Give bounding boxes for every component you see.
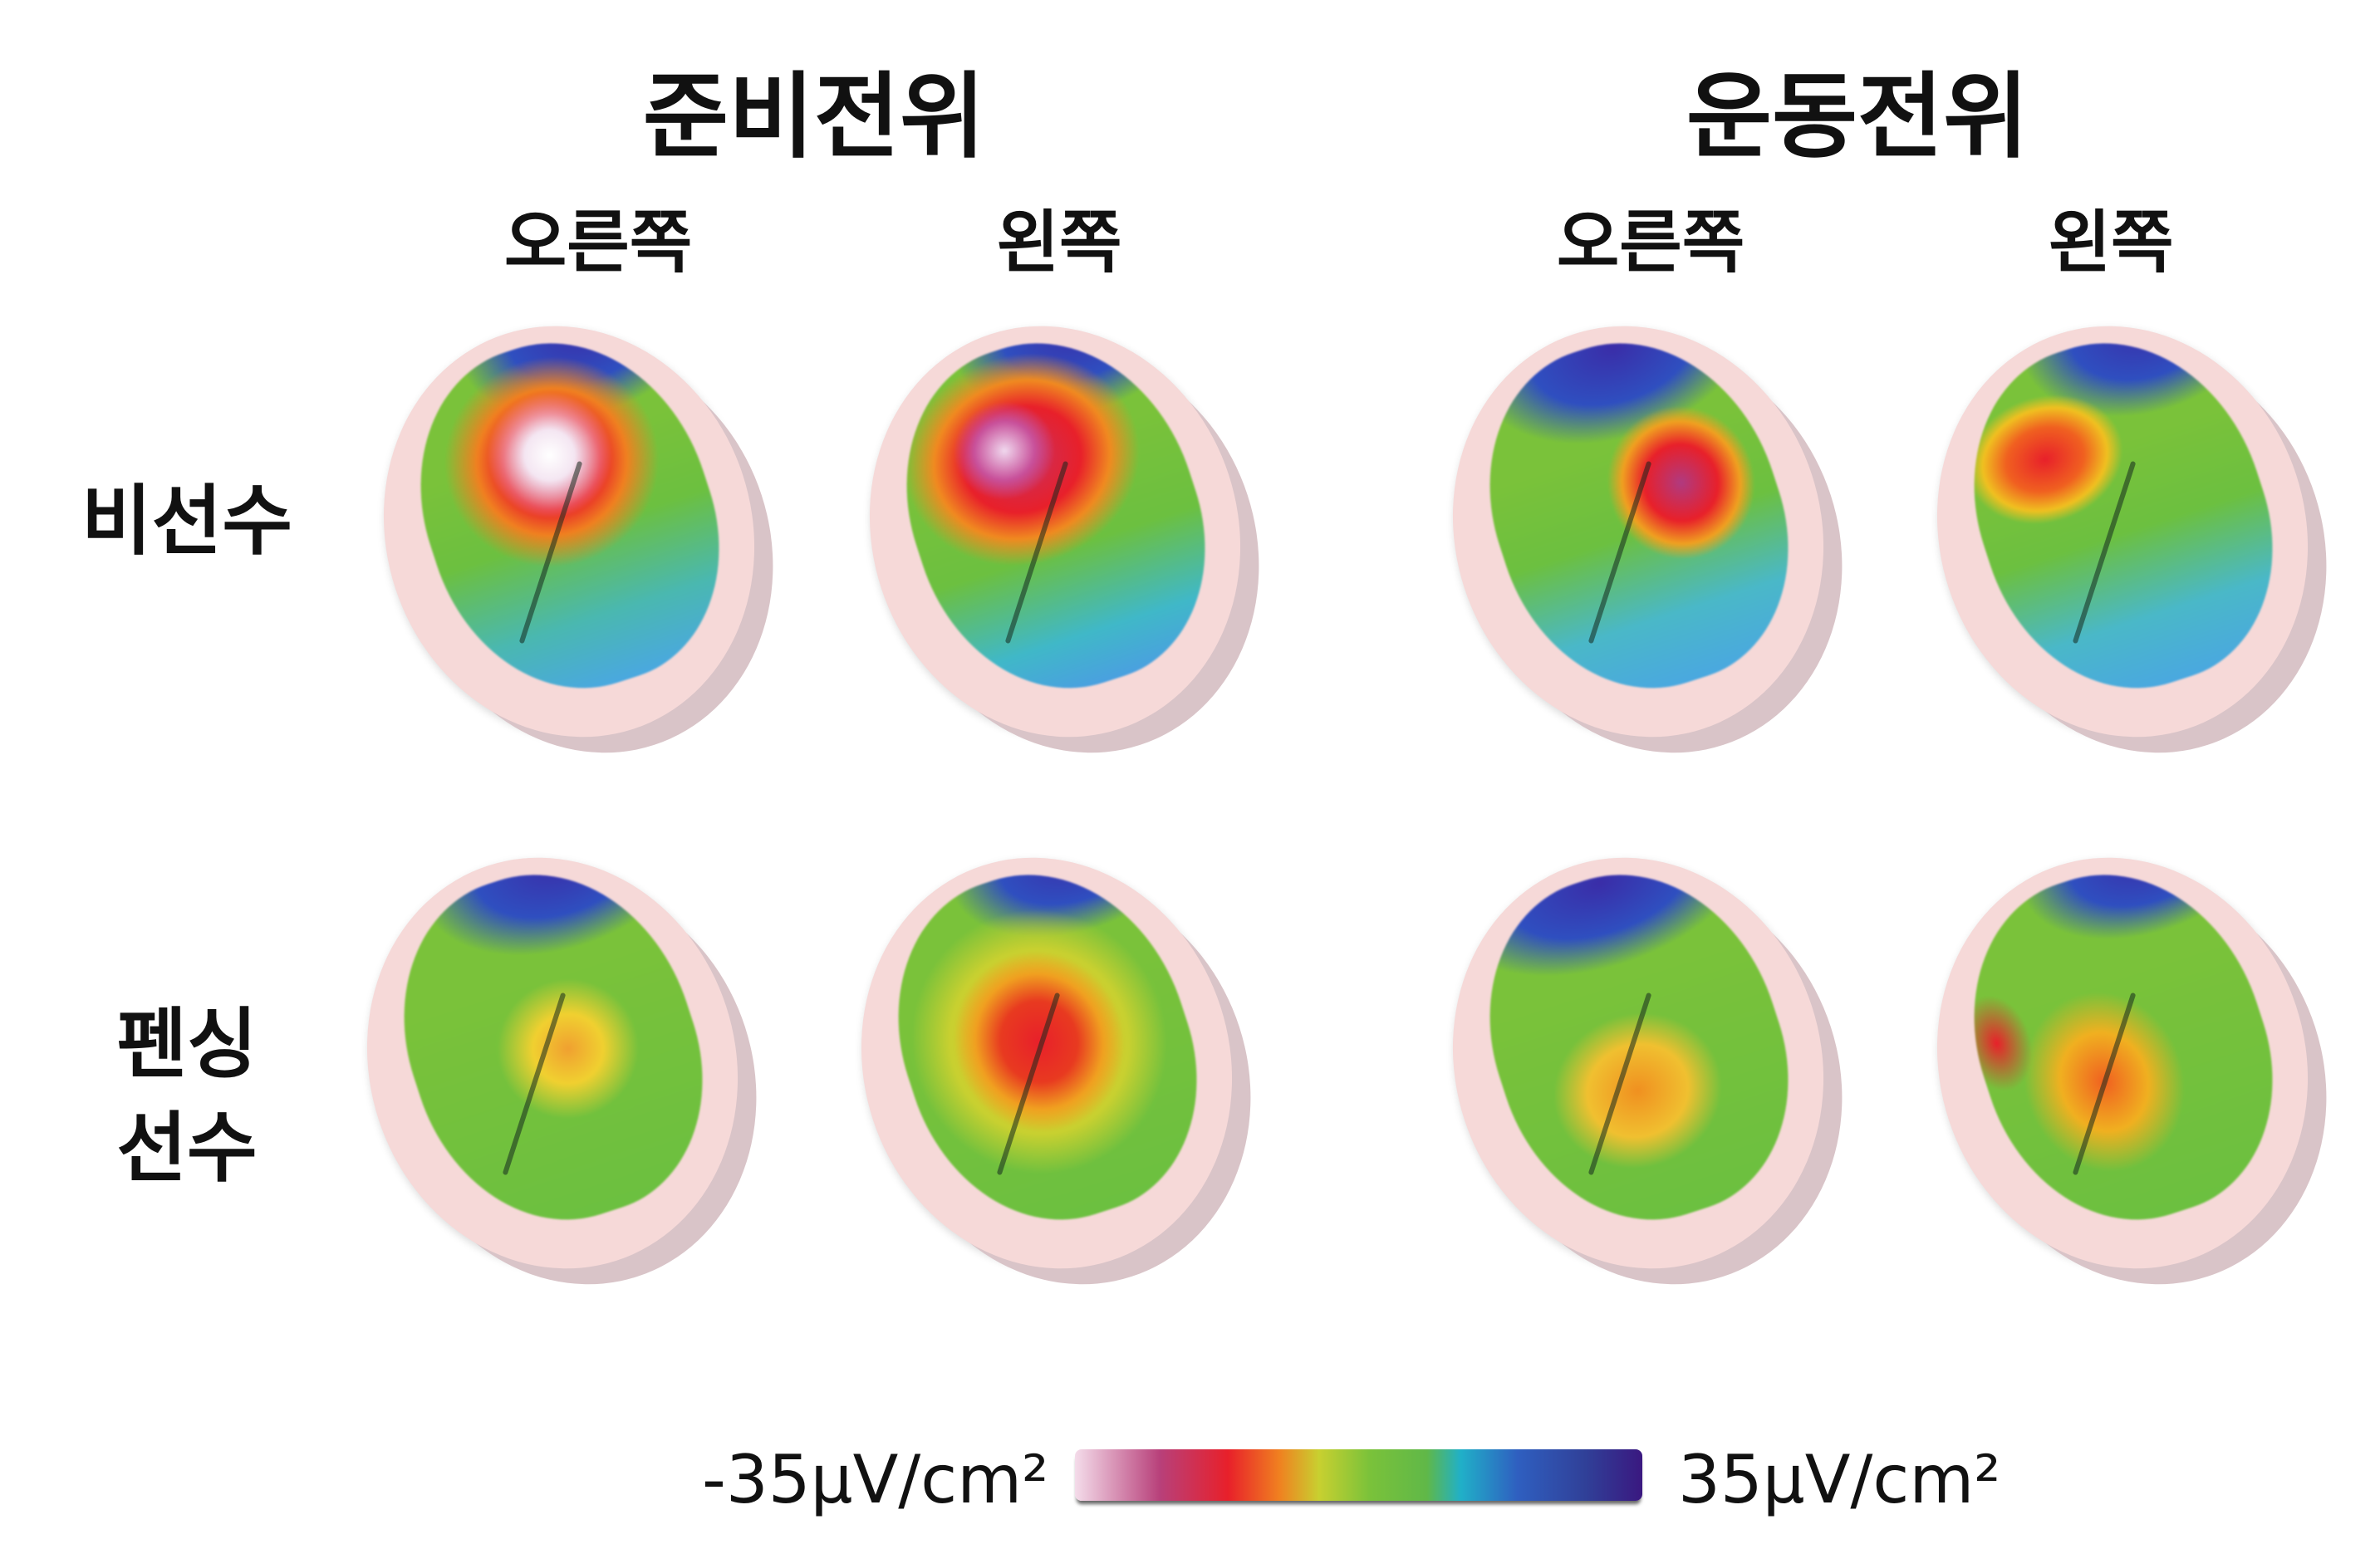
col-label-right-1: 오른쪽 <box>503 203 693 282</box>
colorbar-max-label: 35μV/cm² <box>1678 1441 2001 1518</box>
brain-map-nonathlete-motor-right <box>1400 277 1877 786</box>
title-motor-potential: 운동전위 <box>1686 63 2029 171</box>
brain-map-fencer-readiness-right <box>314 809 791 1317</box>
row-label-fencer: 펜싱 선수 <box>116 993 257 1200</box>
colorbar <box>1075 1449 1642 1501</box>
row-label-line1: 펜싱 <box>116 1000 258 1089</box>
brain-map-nonathlete-readiness-right <box>331 277 807 786</box>
brain-map-nonathlete-readiness-left <box>817 277 1293 786</box>
row-label-text: 비선수 <box>81 477 292 566</box>
col-label-right-2: 오른쪽 <box>1556 203 1745 282</box>
brain-map-nonathlete-motor-left <box>1884 277 2361 786</box>
title-readiness-potential: 준비전위 <box>642 63 986 171</box>
brain-map-fencer-motor-right <box>1400 809 1877 1317</box>
row-label-line2: 선수 <box>116 1104 258 1193</box>
col-label-left-2: 왼쪽 <box>2048 203 2174 282</box>
brain-map-fencer-motor-left <box>1884 809 2361 1317</box>
brain-map-fencer-readiness-left <box>808 809 1285 1317</box>
colorbar-min-label: -35μV/cm² <box>702 1441 1049 1518</box>
row-label-non-athlete: 비선수 <box>81 469 292 573</box>
col-label-left-1: 왼쪽 <box>996 203 1122 282</box>
